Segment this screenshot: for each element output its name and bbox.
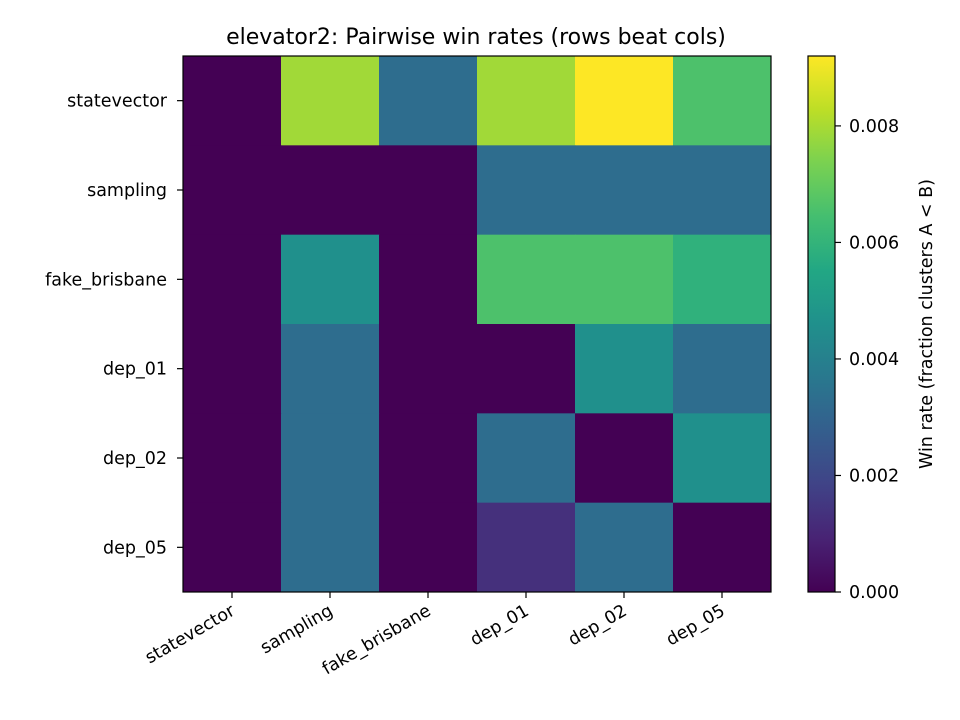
heatmap-cell [183,234,282,325]
y-tick-label: dep_05 [103,538,167,558]
heatmap-cell [673,56,772,146]
heatmap-cell [575,413,674,504]
heatmap-cell [281,145,380,236]
heatmap-cell [379,234,478,325]
y-tick-label: dep_01 [103,360,167,380]
colorbar-ticks: 0.000 0.002 0.004 0.006 0.008 [835,117,899,603]
heatmap-cell [477,56,576,146]
heatmap-cell [673,324,772,414]
colorbar-tick-label: 0.004 [849,350,899,370]
heatmap-cell [477,234,576,325]
heatmap-cell [281,502,380,593]
heatmap-cell [379,502,478,593]
heatmap-cell [379,56,478,146]
y-tick-label: dep_02 [103,449,167,469]
heatmap-cell [183,56,282,146]
heatmap-cell [477,502,576,593]
heatmap-cell [477,413,576,504]
colorbar-label: Win rate (fraction clusters A < B) [917,179,937,469]
heatmap-cell [183,145,282,236]
heatmap-cell [575,324,674,414]
heatmap-cell [673,413,772,504]
x-tick-label: dep_01 [467,601,532,650]
heatmap-cell [281,234,380,325]
heatmap-cell [281,324,380,414]
x-tick-label: dep_05 [663,601,728,650]
colorbar-tick-label: 0.006 [849,233,899,253]
colorbar-tick-label: 0.008 [849,117,899,137]
heatmap-cell [477,324,576,414]
x-tick-label: statevector [142,601,239,669]
heatmap-cell [379,145,478,236]
plot-frame [182,55,772,593]
heatmap-cell [183,324,282,414]
colorbar-gradient [808,56,835,592]
heatmap-cell [379,413,478,504]
heatmap-cell [575,502,674,593]
heatmap-cell [379,324,478,414]
colorbar-tick-label: 0.000 [849,583,899,603]
y-axis: statevector sampling fake_brisbane dep_01de… [45,92,183,558]
heatmap-cell [575,234,674,325]
heatmap-cell [183,502,282,593]
y-tick-label: sampling [87,181,167,201]
heatmap-cells [183,56,772,593]
heatmap-cell [281,413,380,504]
heatmap-cell [281,56,380,146]
heatmap-cell [575,145,674,236]
colorbar: 0.000 0.002 0.004 0.006 0.008 Win rate (frac… [807,55,937,603]
colorbar-frame [807,55,836,593]
heatmap-cell [183,413,282,504]
chart-title: elevator2: Pairwise win rates (rows beat… [226,25,726,50]
y-tick-label: fake_brisbane [45,270,167,290]
colorbar-tick-label: 0.002 [849,466,899,486]
heatmap-cell [673,145,772,236]
y-tick-label: statevector [67,92,168,112]
heatmap-cell [477,145,576,236]
heatmap-cell [673,234,772,325]
x-tick-label: dep_02 [565,601,630,650]
heatmap-cell [673,502,772,593]
heatmap-cell [575,56,674,146]
x-tick-label: fake_brisbane [319,601,435,679]
x-tick-label: sampling [257,601,336,658]
